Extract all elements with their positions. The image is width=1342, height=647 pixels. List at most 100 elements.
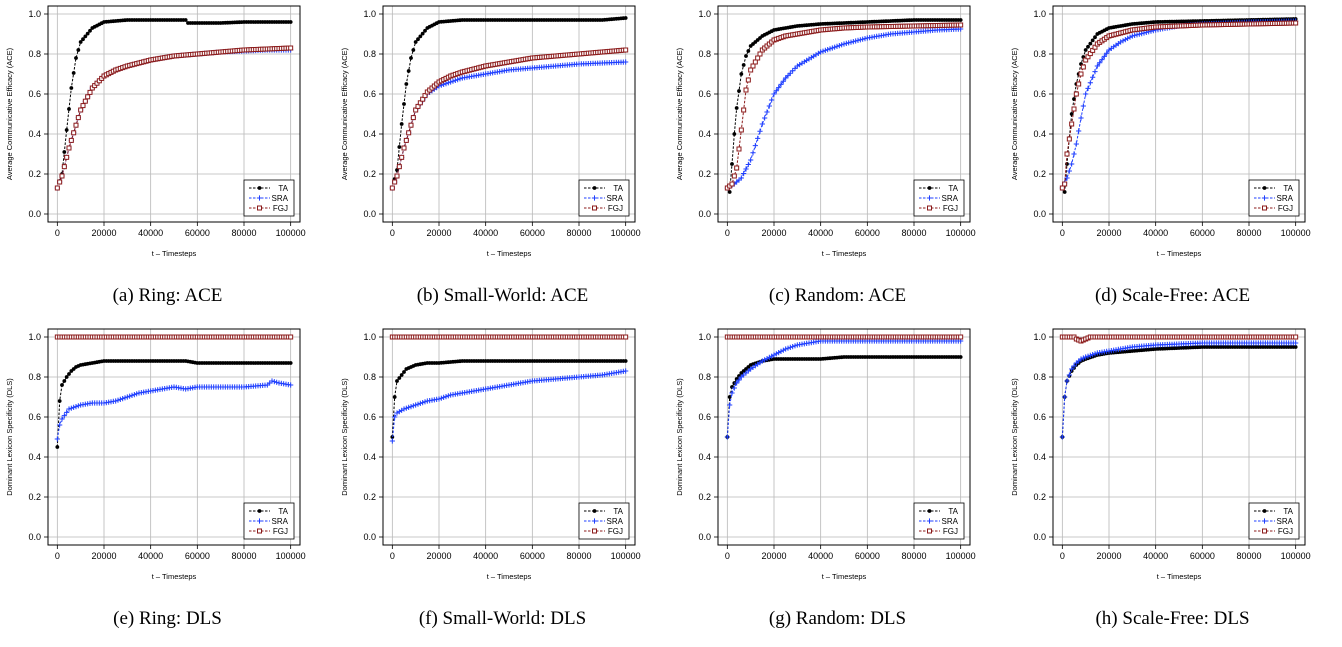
data-point <box>787 344 793 350</box>
data-point <box>406 130 412 136</box>
data-point <box>68 405 74 411</box>
data-point <box>738 175 744 181</box>
series-fgj <box>389 47 629 191</box>
legend-label: TA <box>613 184 623 193</box>
x-tick-label: 80000 <box>566 228 591 238</box>
x-tick-label: 40000 <box>1143 551 1168 561</box>
data-point <box>401 406 407 412</box>
data-point <box>441 394 447 400</box>
series-sra <box>54 378 294 442</box>
data-point <box>131 392 137 398</box>
data-point <box>836 43 842 49</box>
series-line <box>391 370 626 442</box>
data-point <box>769 97 775 103</box>
x-tick-label: 60000 <box>1190 228 1215 238</box>
x-tick-label: 40000 <box>1143 228 1168 238</box>
series-ta <box>55 359 293 449</box>
data-point <box>832 44 838 50</box>
x-tick-label: 0 <box>1060 228 1065 238</box>
data-point <box>792 65 798 71</box>
data-point <box>59 416 65 422</box>
y-tick-label: 0.4 <box>28 452 41 462</box>
data-point <box>769 353 775 359</box>
data-point <box>1076 128 1082 134</box>
data-point <box>860 36 866 42</box>
data-point <box>1065 162 1069 166</box>
y-tick-label: 0.0 <box>28 209 41 219</box>
x-tick-label: 0 <box>725 551 730 561</box>
legend-label: FGJ <box>943 527 958 536</box>
legend-marker <box>592 509 597 513</box>
legend-label: SRA <box>607 517 624 526</box>
data-point <box>1087 80 1093 86</box>
x-tick-label: 100000 <box>946 551 976 561</box>
chart-svg: 0 20000 40000 60000 80000 100000 0.0 0.2 0.4 0.6 0… <box>5 328 306 581</box>
y-tick-label: 0.8 <box>1033 372 1046 382</box>
data-point <box>1064 151 1070 157</box>
data-point <box>1293 20 1299 26</box>
data-point <box>1293 334 1299 340</box>
plot-frame <box>1052 5 1306 223</box>
x-tick-label: 60000 <box>520 228 545 238</box>
x-tick-label: 60000 <box>855 228 880 238</box>
chart-svg: 0 20000 40000 60000 80000 100000 0.0 0.2 0.4 0.6 0… <box>675 328 976 581</box>
series-fgj <box>54 45 294 191</box>
panel-caption: (f) Small-World: DLS <box>418 608 587 629</box>
data-point <box>1125 35 1131 41</box>
data-point <box>406 404 412 410</box>
data-point <box>1090 38 1095 43</box>
y-tick-label: 1.0 <box>1033 332 1046 342</box>
data-point <box>392 395 397 399</box>
y-tick-label: 0.2 <box>363 492 376 502</box>
data-point <box>766 354 772 360</box>
data-point <box>1092 351 1098 357</box>
data-point <box>455 77 461 83</box>
x-tick-label: 0 <box>390 551 395 561</box>
legend-label: TA <box>948 184 958 193</box>
y-tick-label: 1.0 <box>363 332 376 342</box>
y-tick-label: 1.0 <box>698 332 711 342</box>
x-tick-label: 100000 <box>611 228 641 238</box>
legend-marker <box>1262 528 1267 534</box>
data-point <box>402 102 406 106</box>
data-point <box>623 334 629 340</box>
data-point <box>1076 81 1082 87</box>
data-point <box>57 422 63 428</box>
x-tick-label: 40000 <box>808 228 833 238</box>
data-point <box>64 375 69 379</box>
x-tick-label: 100000 <box>611 551 641 561</box>
y-tick-label: 0.4 <box>363 452 376 462</box>
data-point <box>623 47 629 53</box>
data-point <box>87 89 93 95</box>
data-point <box>731 385 737 391</box>
data-point <box>623 359 628 363</box>
y-tick-label: 0.6 <box>698 89 711 99</box>
data-point <box>825 47 831 53</box>
data-point <box>397 376 402 380</box>
y-tick-label: 0.6 <box>363 89 376 99</box>
legend-marker <box>257 509 262 513</box>
data-point <box>54 185 60 191</box>
data-point <box>731 173 737 179</box>
data-point <box>762 357 768 363</box>
x-tick-label: 100000 <box>276 551 306 561</box>
data-point <box>727 190 732 194</box>
data-point <box>1090 74 1096 80</box>
data-point <box>741 107 747 113</box>
data-point <box>83 34 88 39</box>
data-point <box>958 355 963 359</box>
data-point <box>73 122 79 128</box>
data-point <box>422 399 428 405</box>
data-point <box>1120 38 1126 44</box>
y-tick-label: 1.0 <box>363 9 376 19</box>
legend-marker <box>1262 205 1267 211</box>
legend-marker <box>257 528 262 534</box>
data-point <box>82 98 88 104</box>
data-point <box>78 40 83 44</box>
data-point <box>1088 41 1093 46</box>
data-point <box>71 71 76 75</box>
series-line <box>1061 342 1296 438</box>
x-tick-label: 20000 <box>426 551 451 561</box>
x-axis-label: t – Timesteps <box>822 249 867 258</box>
y-tick-label: 0.8 <box>363 372 376 382</box>
